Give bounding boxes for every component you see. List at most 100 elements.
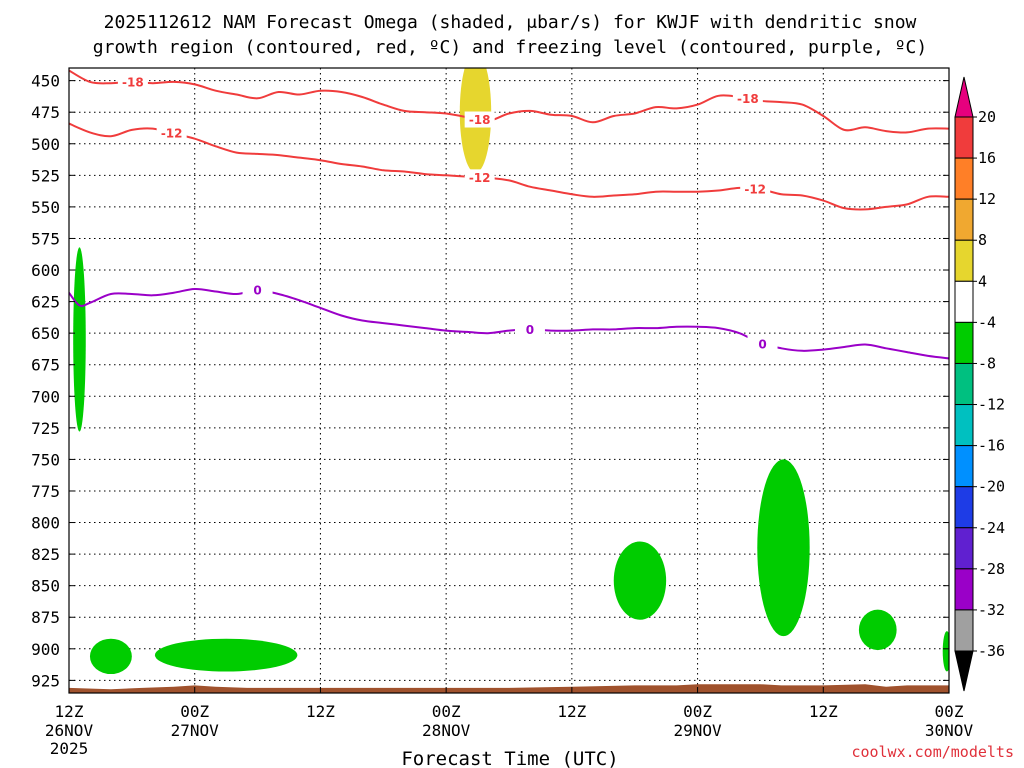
y-tick-label: 675 xyxy=(31,356,60,375)
y-tick-label: 575 xyxy=(31,229,60,248)
y-tick-label: 650 xyxy=(31,324,60,343)
omega-region xyxy=(942,631,949,672)
colorbar-label: -12 xyxy=(978,396,1005,414)
colorbar-bin xyxy=(954,280,974,323)
x-tick-label: 12Z xyxy=(55,702,84,721)
colorbar-bin xyxy=(954,568,974,611)
contour-label: -12 xyxy=(161,127,183,141)
contours: -18 -18 -18 -12 -12 -12 0 0 0 xyxy=(69,69,949,360)
credit-text[interactable]: coolwx.com/modelts xyxy=(851,743,1014,761)
omega-region xyxy=(73,247,86,432)
colorbar-bin xyxy=(954,527,974,570)
plot-frame xyxy=(68,67,950,694)
contour-label: -18 xyxy=(469,113,491,127)
colorbar-bin xyxy=(954,362,974,406)
omega-region xyxy=(89,638,132,675)
y-tick-label: 725 xyxy=(31,419,60,438)
x-tick-label: 00Z xyxy=(935,702,964,721)
colorbar-arrow-top xyxy=(954,76,974,118)
colorbar-label: -4 xyxy=(978,313,996,331)
colorbar-bin xyxy=(954,116,974,159)
colorbar-bin xyxy=(954,239,974,282)
contour-label: -12 xyxy=(744,182,766,196)
y-tick-label: 750 xyxy=(31,450,60,469)
y-tick-label: 875 xyxy=(31,608,60,627)
colorbar-label: 8 xyxy=(978,231,987,249)
x-tick-label: 12Z xyxy=(557,702,586,721)
x-axis-label: Forecast Time (UTC) xyxy=(401,748,618,768)
contour-label-bg xyxy=(464,169,495,186)
x-tick-label: 00Z xyxy=(432,702,461,721)
y-tick-label: 850 xyxy=(31,577,60,596)
y-tick-label: 500 xyxy=(31,135,60,154)
omega-region xyxy=(757,459,810,637)
y-tick-label: 475 xyxy=(31,103,60,122)
contour-label: -18 xyxy=(737,92,759,106)
x-tick-date: 27NOV xyxy=(171,721,220,740)
colorbar-bin xyxy=(954,157,974,200)
contour-label-bg xyxy=(156,125,187,142)
colorbar-label: 12 xyxy=(978,190,996,208)
y-tick-label: 550 xyxy=(31,198,60,217)
omega-region xyxy=(858,609,897,651)
colorbar: 20 16 12 8 4 -4 -8 -12 -16 -20 -24 -28 -32 -36 xyxy=(954,76,1005,692)
omega-region xyxy=(613,541,667,620)
y-tick-label: 625 xyxy=(31,293,60,312)
x-tick-date: 28NOV xyxy=(422,721,471,740)
terrain-fill xyxy=(69,684,949,693)
y-tick-label: 775 xyxy=(31,482,60,501)
contour-label-bg xyxy=(242,282,273,299)
contour-label: -18 xyxy=(122,75,144,89)
x-tick-date: 30NOV xyxy=(925,721,974,740)
contour-label-bg xyxy=(732,90,763,107)
colorbar-label: 4 xyxy=(978,272,987,290)
contour-line xyxy=(69,122,949,211)
contour-label-bg xyxy=(514,321,545,338)
colorbar-label: -16 xyxy=(978,437,1005,455)
contour-line xyxy=(69,69,949,134)
chart-title-line1: 2025112612 NAM Forecast Omega (shaded, μ… xyxy=(104,12,917,33)
contour-label: 0 xyxy=(253,284,261,298)
x-tick-label: 00Z xyxy=(683,702,712,721)
omega-shading xyxy=(73,68,949,675)
colorbar-bin xyxy=(954,486,974,529)
y-axis: 450 475 500 525 550 575 600 625 650 675 700 725 750 7… xyxy=(31,72,949,690)
y-tick-label: 900 xyxy=(31,640,60,659)
contour-label: 0 xyxy=(758,337,766,351)
y-tick-label: 600 xyxy=(31,261,60,280)
x-tick-year: 2025 xyxy=(50,739,89,758)
y-tick-label: 525 xyxy=(31,166,60,185)
colorbar-bin xyxy=(954,445,974,488)
gridlines xyxy=(69,68,949,693)
x-tick-label: 12Z xyxy=(306,702,335,721)
y-tick-label: 825 xyxy=(31,545,60,564)
colorbar-label: -20 xyxy=(978,478,1005,496)
colorbar-bin xyxy=(954,198,974,241)
colorbar-label: -36 xyxy=(978,642,1005,660)
contour-label: 0 xyxy=(526,323,534,337)
colorbar-bin xyxy=(954,321,974,364)
x-tick-label: 12Z xyxy=(809,702,838,721)
contour-line xyxy=(69,287,949,360)
contour-label-bg xyxy=(740,180,771,197)
contour-label: -12 xyxy=(469,171,491,185)
x-tick-label: 00Z xyxy=(180,702,209,721)
colorbar-arrow-bottom xyxy=(954,650,974,692)
chart-title-line2: growth region (contoured, red, ºC) and f… xyxy=(93,37,927,58)
colorbar-bin xyxy=(954,609,974,652)
contour-label-bg xyxy=(747,335,778,352)
colorbar-label: -28 xyxy=(978,560,1005,578)
x-tick-date: 29NOV xyxy=(673,721,722,740)
y-tick-label: 925 xyxy=(31,671,60,690)
contour-label-bg xyxy=(464,111,495,128)
y-tick-label: 700 xyxy=(31,387,60,406)
terrain xyxy=(69,684,949,693)
colorbar-label: 16 xyxy=(978,149,996,167)
y-tick-label: 800 xyxy=(31,514,60,533)
y-tick-label: 450 xyxy=(31,72,60,91)
colorbar-label: -32 xyxy=(978,601,1005,619)
colorbar-label: 20 xyxy=(978,108,996,126)
x-tick-date: 26NOV xyxy=(45,721,94,740)
